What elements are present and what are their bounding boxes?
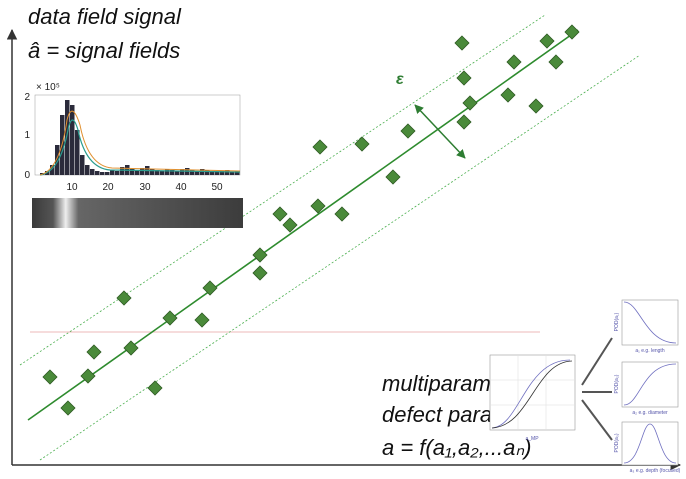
hist-xtick: 40 [175,182,187,193]
epsilon: ε [396,71,404,88]
point [457,115,471,129]
pod-plot: POD(a₃) a₃ e.g. depth (focused) [614,422,681,474]
pod-main: a_MP [490,355,575,442]
point [335,207,349,221]
signal-image [32,198,243,228]
pod-plot: POD(a₂) a₂ e.g. diameter [614,362,678,416]
point [529,99,543,113]
param-line: a = f(a₁,a₂,...aₙ) [382,435,531,460]
hist-bar [115,171,120,175]
hist-ytick: 2 [24,92,30,103]
pod-plot: POD(a₁) a₁ e.g. length [614,300,678,354]
hist-bar [165,169,170,175]
hist-bar [80,155,85,175]
point [386,170,400,184]
point [401,124,415,138]
pod-main-xlabel: a_MP [525,436,539,442]
point [549,55,563,69]
hist-bar [65,100,70,175]
point [253,266,267,280]
pod-ylabel: POD(a₁) [614,312,620,331]
hist-bar [85,165,90,175]
point [43,370,57,384]
title-line: â = signal fields [28,38,180,63]
epsilon-arrow [415,105,465,158]
hist-bar [90,169,95,175]
point [195,313,209,327]
hist-xtick: 50 [211,182,223,193]
hist-exponent: × 10⁵ [36,82,60,93]
point [501,88,515,102]
arrow [582,400,612,440]
point [355,137,369,151]
hist-bar [70,105,75,175]
hist-bar [110,170,115,175]
pod-xlabel: a₂ e.g. diameter [632,410,668,416]
point [273,207,287,221]
hist-bar [150,169,155,175]
pod-xlabel: a₁ e.g. length [635,348,664,354]
pod-ylabel: POD(a₂) [614,374,620,393]
hist-bar [215,172,220,175]
hist-ytick: 1 [24,130,30,141]
hist-bar [160,171,165,175]
hist-xtick: 10 [66,182,78,193]
point [148,381,162,395]
point [463,96,477,110]
point [507,55,521,69]
point [61,401,75,415]
point [117,291,131,305]
point [87,345,101,359]
point [203,281,217,295]
pod-ylabel: POD(a₃) [614,433,620,452]
hist-xtick: 20 [102,182,114,193]
hist-bar [95,171,100,175]
pod-xlabel: a₃ e.g. depth (focused) [630,468,681,474]
upper-bound [20,15,545,365]
arrow [582,338,612,385]
hist-bar [105,172,110,175]
point [313,140,327,154]
title-line: data field signal [28,4,182,29]
point [457,71,471,85]
hist-ytick: 0 [24,170,30,181]
point [455,36,469,50]
diagram: ε data field signal â = signal fields × … [0,0,686,479]
point [540,34,554,48]
hist-bar [75,130,80,175]
hist-bar [100,172,105,175]
histogram: × 10⁵ 2 1 0 10 20 30 40 50 [24,82,240,193]
hist-xtick: 30 [139,182,151,193]
